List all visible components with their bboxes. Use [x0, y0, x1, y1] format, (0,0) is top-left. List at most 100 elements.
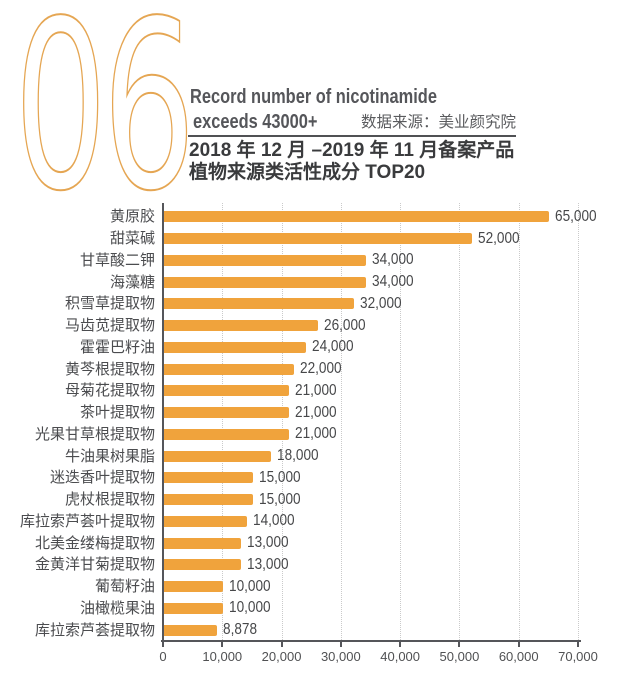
gridline [459, 203, 461, 642]
value-label: 15,000 [258, 468, 301, 486]
gridline [400, 203, 402, 642]
value-label: 8,878 [222, 621, 257, 639]
chart-row: 马齿苋提取物 26,000 [0, 315, 640, 337]
x-axis-tick-label: 60,000 [498, 649, 539, 664]
x-axis-tick [221, 642, 224, 647]
bar [164, 494, 253, 506]
bar [164, 298, 354, 310]
category-label: 茶叶提取物 [79, 404, 155, 422]
value-label: 34,000 [371, 251, 414, 269]
x-axis-tick-label: 0 [159, 649, 167, 664]
value-label: 65,000 [555, 207, 597, 225]
chart-row: 葡萄籽油 10,000 [0, 576, 640, 598]
x-axis-tick [458, 642, 461, 647]
value-label: 13,000 [247, 534, 289, 552]
category-label: 马齿苋提取物 [64, 317, 155, 335]
category-label: 牛油果树果脂 [64, 447, 155, 465]
value-label: 13,000 [247, 555, 289, 573]
category-label: 金黄洋甘菊提取物 [34, 556, 155, 574]
x-axis-line [161, 640, 581, 642]
chart-row: 油橄榄果油 10,000 [0, 598, 640, 620]
chart-rows: 黄原胶 65,000 甜菜碱 52,000 甘草酸二钾 34,000 海藻糖 34,000 积雪… [0, 206, 640, 641]
x-axis-tick-label: 20,000 [261, 649, 302, 664]
chart-row: 甘草酸二钾 34,000 [0, 250, 640, 272]
category-label: 库拉索芦荟提取物 [34, 621, 155, 639]
value-label: 10,000 [229, 577, 271, 595]
bar [164, 559, 242, 571]
chart-row: 库拉索芦荟提取物 8,878 [0, 619, 640, 641]
value-label: 21,000 [294, 425, 337, 443]
value-label: 21,000 [294, 403, 337, 421]
value-label: 26,000 [324, 316, 366, 334]
category-label: 北美金缕梅提取物 [34, 534, 155, 552]
category-label: 虎杖根提取物 [64, 491, 155, 509]
chart-row: 北美金缕梅提取物 13,000 [0, 532, 640, 554]
chart-row: 虎杖根提取物 15,000 [0, 489, 640, 511]
value-label: 10,000 [229, 599, 271, 617]
bar [164, 363, 295, 375]
value-label: 24,000 [312, 338, 354, 356]
chart-row: 迷迭香叶提取物 15,000 [0, 467, 640, 489]
bar [164, 450, 271, 462]
category-label: 葡萄籽油 [94, 578, 155, 596]
x-axis-tick [517, 642, 520, 647]
gridline [222, 203, 224, 642]
chart-row: 母菊花提取物 21,000 [0, 380, 640, 402]
bar [164, 624, 217, 636]
bar [164, 233, 473, 245]
bar [164, 341, 307, 353]
category-label: 海藻糖 [109, 273, 155, 291]
chart-row: 积雪草提取物 32,000 [0, 293, 640, 315]
chart-row: 牛油果树果脂 18,000 [0, 445, 640, 467]
subtitle-en-line2: exceeds 43000+ [193, 111, 318, 133]
bar [164, 276, 366, 288]
x-axis-tick [339, 642, 342, 647]
category-label: 黄原胶 [109, 208, 155, 226]
value-label: 18,000 [276, 447, 319, 465]
category-label: 积雪草提取物 [64, 295, 155, 313]
category-label: 迷迭香叶提取物 [49, 469, 155, 487]
bar [164, 581, 224, 593]
value-label: 34,000 [371, 273, 414, 291]
value-label: 52,000 [478, 229, 520, 247]
category-label: 光果甘草根提取物 [34, 425, 155, 443]
x-axis-tick-label: 70,000 [558, 649, 598, 664]
section-number: 06 [13, 0, 196, 242]
bar [164, 320, 319, 332]
category-label: 油橄榄果油 [79, 599, 155, 617]
x-axis-tick-label: 50,000 [439, 649, 480, 664]
category-label: 母菊花提取物 [64, 382, 155, 400]
bar [164, 385, 289, 397]
chart-row: 茶叶提取物 21,000 [0, 402, 640, 424]
x-axis-tick-label: 30,000 [320, 649, 361, 664]
chart-title-line1: 2018 年 12 月 –2019 年 11 月备案产品 [189, 140, 515, 161]
chart-row: 霍霍巴籽油 24,000 [0, 337, 640, 359]
x-axis-tick-label: 10,000 [202, 649, 243, 664]
x-axis-tick [399, 642, 402, 647]
gridline [281, 203, 283, 642]
gridlines [163, 203, 579, 642]
value-label: 15,000 [258, 490, 301, 508]
bar [164, 211, 550, 223]
x-axis-tick [280, 642, 283, 647]
category-label: 黄芩根提取物 [64, 360, 155, 378]
x-axis-tick [162, 642, 164, 647]
bar [164, 428, 289, 440]
x-axis-tick [577, 642, 579, 647]
value-label: 32,000 [359, 294, 402, 312]
value-label: 22,000 [300, 360, 343, 378]
gridline [340, 203, 342, 642]
chart-title-line2: 植物来源类活性成分 TOP20 [189, 162, 426, 183]
gridline [518, 203, 520, 642]
header-divider [188, 135, 516, 137]
category-label: 甜菜碱 [109, 230, 155, 248]
subtitle-en-line1: Record number of nicotinamide [190, 86, 437, 108]
bar [164, 407, 289, 419]
x-axis-tick-label: 40,000 [380, 649, 421, 664]
data-source-label: 数据来源：美业颜究院 [361, 114, 517, 131]
chart-row: 金黄洋甘菊提取物 13,000 [0, 554, 640, 576]
bar [164, 472, 253, 484]
chart-row: 黄原胶 65,000 [0, 206, 640, 228]
